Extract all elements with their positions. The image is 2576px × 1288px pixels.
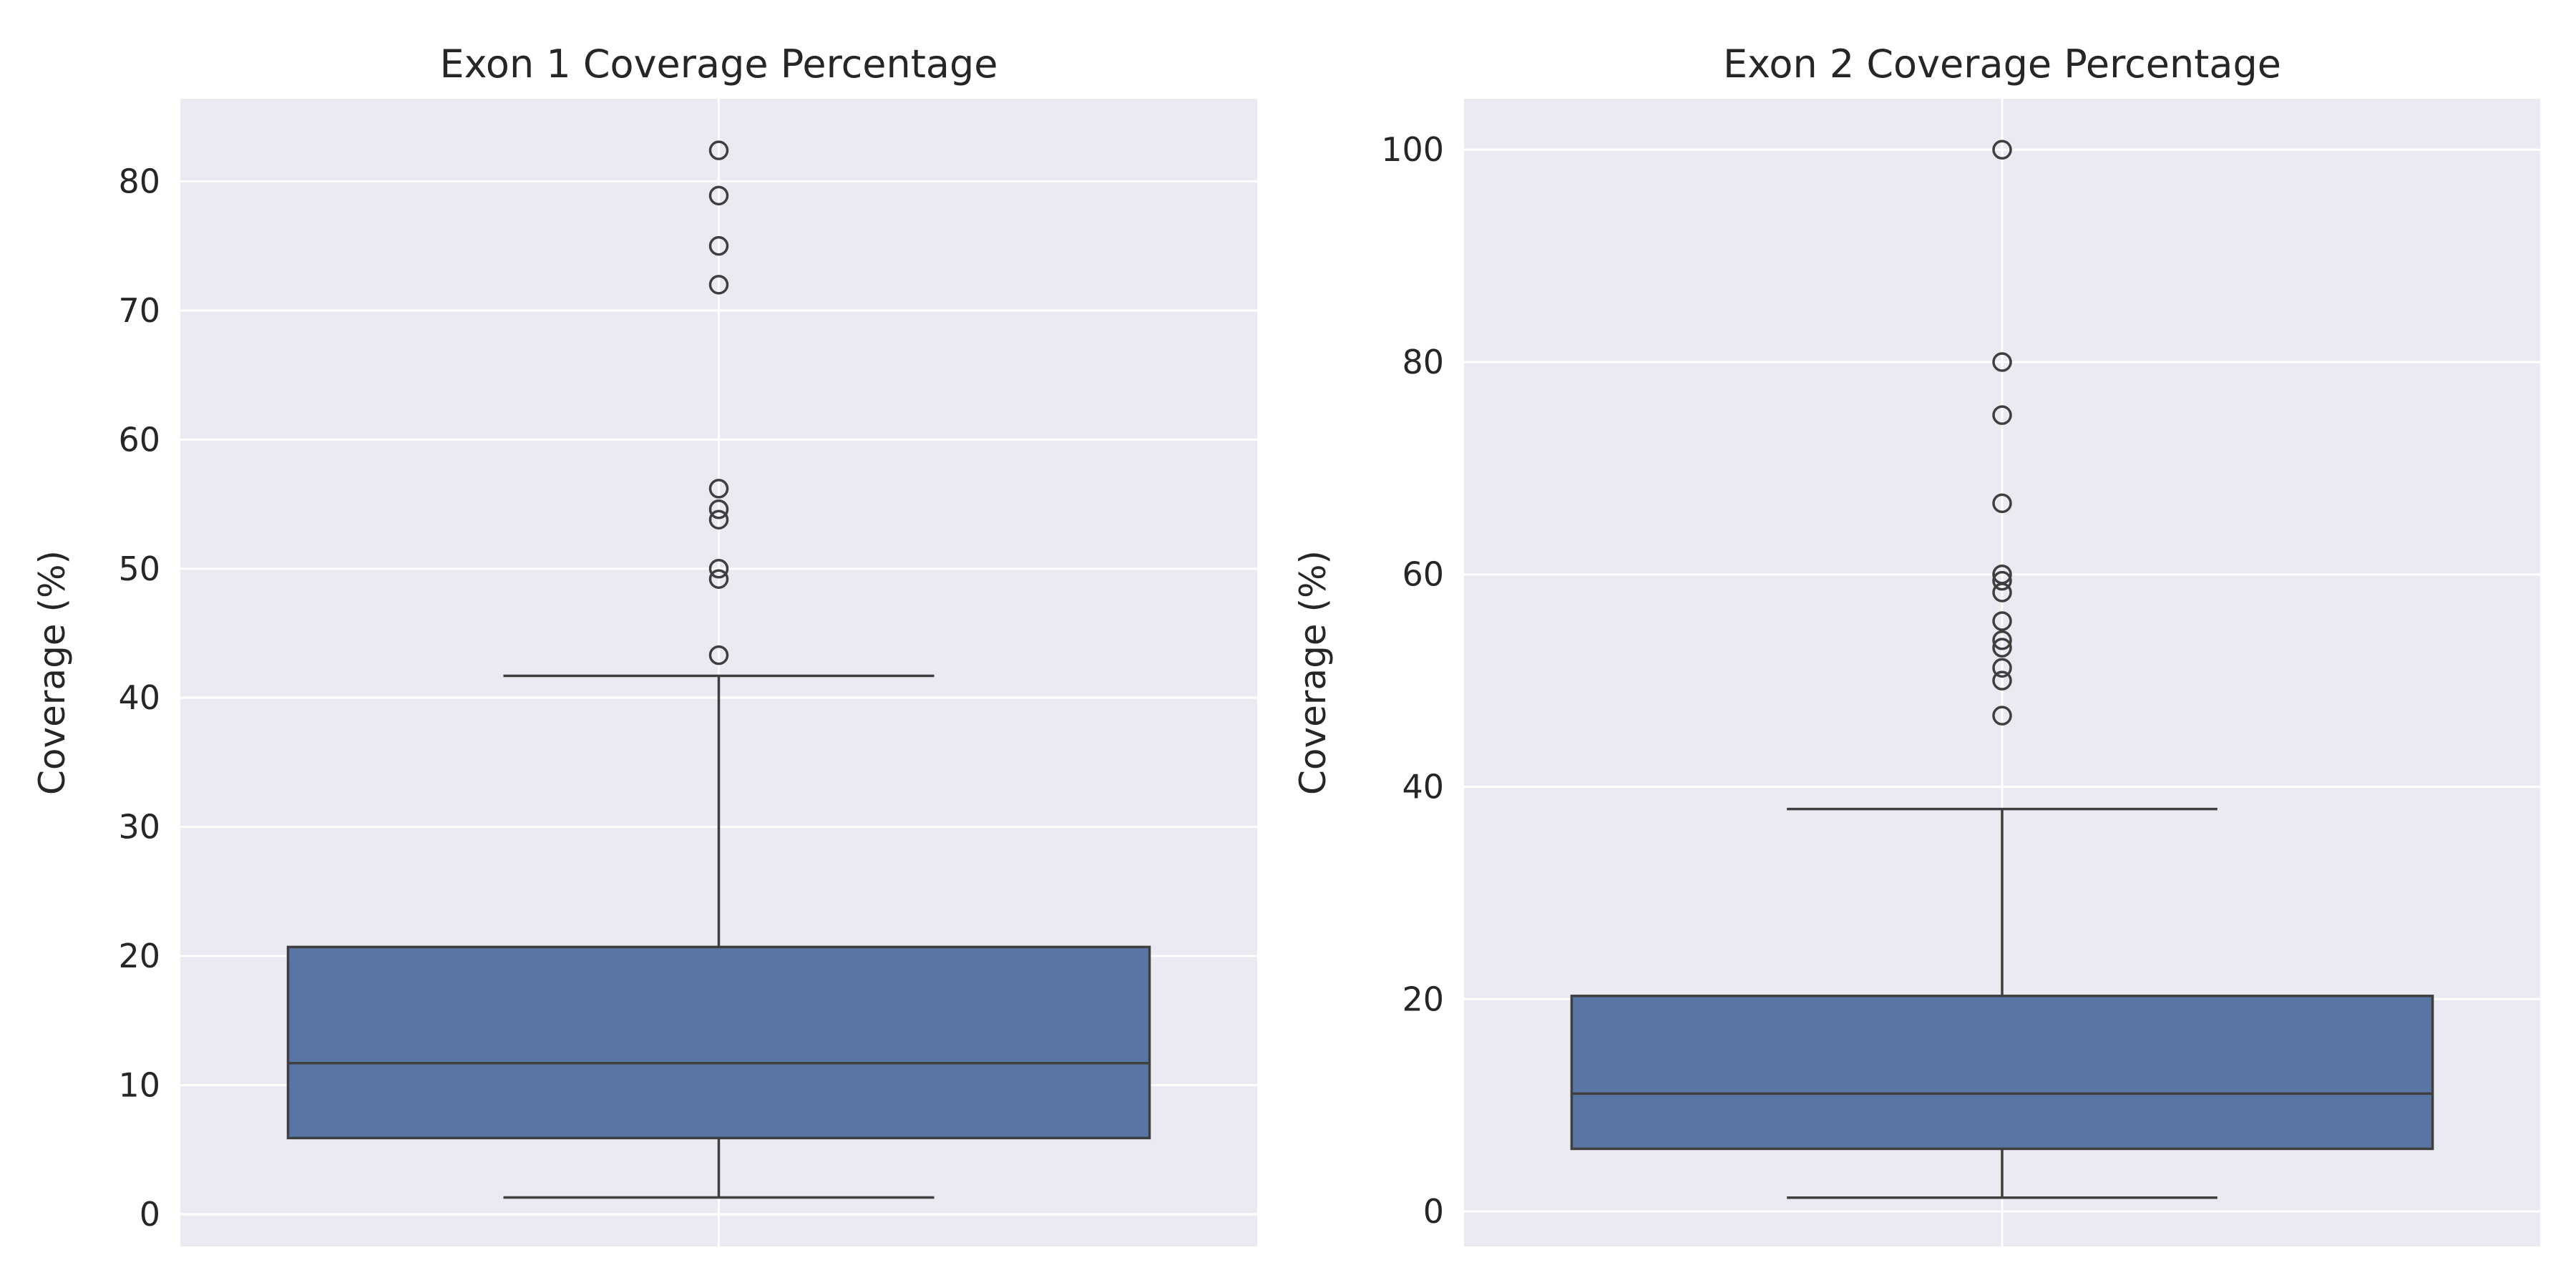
iqr-box xyxy=(286,945,1151,1140)
outlier-point xyxy=(708,235,729,256)
y-tick-label: 0 xyxy=(140,1195,160,1234)
outlier-point xyxy=(708,479,729,499)
outlier-point xyxy=(1992,564,2012,585)
y-tick-label: 70 xyxy=(118,291,160,330)
outlier-point xyxy=(708,569,729,589)
y-tick-label: 0 xyxy=(1423,1192,1444,1231)
outlier-point xyxy=(708,185,729,206)
y-tick-label: 30 xyxy=(118,808,160,847)
outlier-point xyxy=(708,509,729,530)
y-tick-label: 60 xyxy=(118,420,160,459)
y-tick-label: 20 xyxy=(1402,980,1444,1018)
y-tick-label: 40 xyxy=(1402,768,1444,806)
chart-title: Exon 1 Coverage Percentage xyxy=(439,42,997,87)
outlier-point xyxy=(1992,706,2012,726)
outlier-point xyxy=(1992,630,2012,650)
outlier-point xyxy=(708,140,729,160)
y-tick-label: 20 xyxy=(118,937,160,975)
outlier-point xyxy=(1992,493,2012,514)
y-axis-label: Coverage (%) xyxy=(1292,550,1334,795)
panel-exon-2: 0 20 40 60 80 100 Exon 2 Coverage Percentage Co… xyxy=(1292,42,2540,1246)
outlier-point xyxy=(1992,658,2012,678)
y-tick-label: 80 xyxy=(1402,343,1444,381)
outlier-point xyxy=(708,559,729,579)
outlier-point xyxy=(1992,405,2012,425)
outlier-point xyxy=(1992,670,2012,691)
y-tick-label: 50 xyxy=(118,550,160,588)
y-tick-label: 10 xyxy=(118,1065,160,1104)
panel-exon-1: 0 10 20 30 40 50 60 70 80 Exon 1 Coverage Percent… xyxy=(31,42,1257,1246)
y-tick-label: 100 xyxy=(1381,130,1444,169)
y-axis-label: Coverage (%) xyxy=(31,550,73,795)
chart-title: Exon 2 Coverage Percentage xyxy=(1723,42,2281,87)
outlier-point xyxy=(708,645,729,665)
outlier-point xyxy=(708,275,729,295)
outlier-point xyxy=(708,499,729,519)
y-tick-label: 80 xyxy=(118,162,160,200)
outlier-point xyxy=(1992,352,2012,372)
outlier-point xyxy=(1992,638,2012,658)
y-tick-label: 60 xyxy=(1402,555,1444,594)
y-tick-label: 40 xyxy=(118,678,160,717)
outlier-point xyxy=(1992,140,2012,160)
iqr-box xyxy=(1570,995,2434,1151)
outlier-point xyxy=(1992,611,2012,631)
outlier-point xyxy=(1992,570,2012,591)
